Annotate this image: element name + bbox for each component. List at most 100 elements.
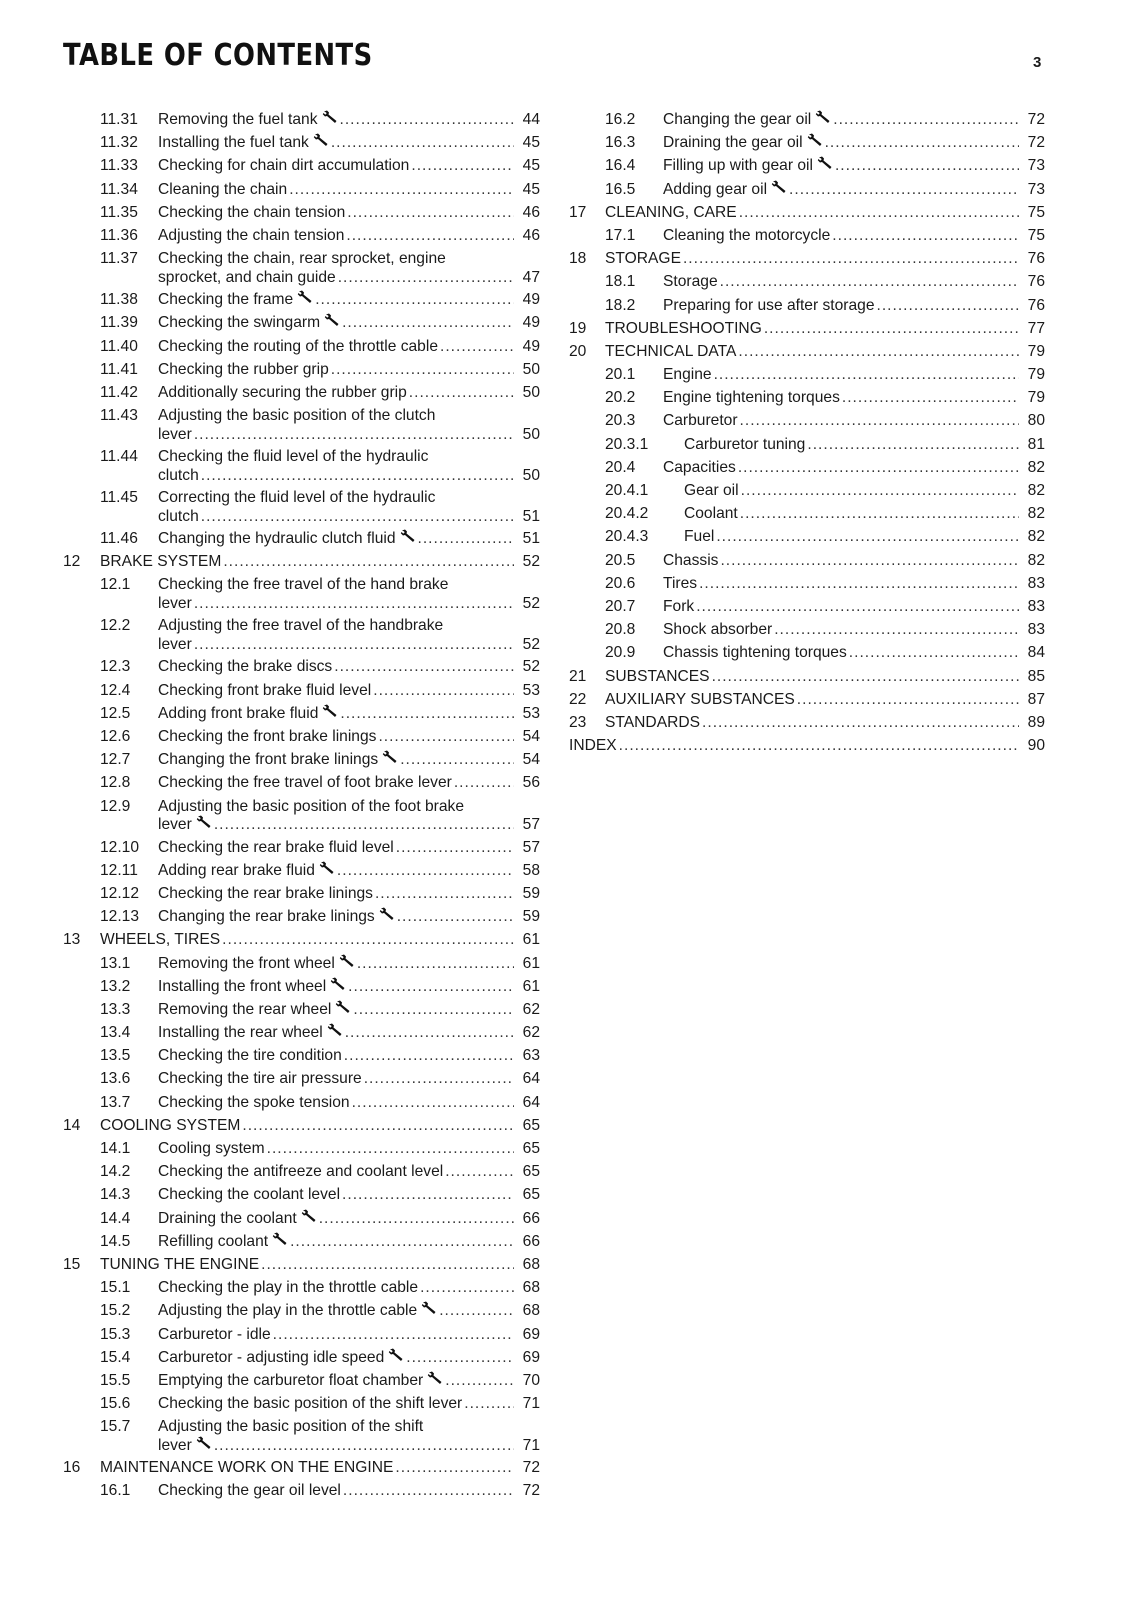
entry-title[interactable]: Draining the gear oil bbox=[663, 134, 803, 152]
toc-entry[interactable]: 12.4 Checking front brake fluid level 53 bbox=[63, 679, 540, 702]
entry-title[interactable]: Checking the coolant level bbox=[158, 1186, 341, 1204]
toc-entry[interactable]: 14.1 Cooling system 65 bbox=[63, 1137, 540, 1160]
entry-page-number[interactable]: 50 bbox=[522, 466, 540, 484]
toc-entry[interactable]: 16.3 Draining the gear oil 72 bbox=[569, 131, 1045, 154]
toc-entry[interactable]: 18 STORAGE 76 bbox=[569, 247, 1045, 270]
toc-entry-continuation[interactable]: lever 52 bbox=[63, 635, 540, 656]
entry-page-number[interactable]: 73 bbox=[1027, 180, 1045, 198]
entry-page-number[interactable]: 52 bbox=[522, 635, 540, 653]
toc-entry[interactable]: 15.5 Emptying the carburetor float chambe… bbox=[63, 1369, 540, 1392]
entry-page-number[interactable]: 59 bbox=[522, 908, 540, 926]
entry-page-number[interactable]: 87 bbox=[1027, 690, 1045, 708]
entry-title[interactable]: Storage bbox=[663, 273, 718, 291]
entry-title[interactable]: Checking the tire air pressure bbox=[158, 1070, 362, 1088]
entry-title[interactable]: Coolant bbox=[684, 505, 738, 523]
toc-entry[interactable]: 12.9 Adjusting the basic position of the … bbox=[63, 795, 540, 816]
entry-page-number[interactable]: 85 bbox=[1027, 667, 1045, 685]
entry-title[interactable]: Checking the chain, rear sprocket, engin… bbox=[158, 250, 446, 268]
entry-title[interactable]: Fork bbox=[663, 597, 695, 615]
entry-page-number[interactable]: 50 bbox=[522, 425, 540, 443]
entry-title[interactable]: COOLING SYSTEM bbox=[100, 1116, 241, 1134]
toc-entry[interactable]: 16.5 Adding gear oil 73 bbox=[569, 178, 1045, 201]
toc-entry[interactable]: 13.7 Checking the spoke tension 64 bbox=[63, 1091, 540, 1114]
toc-entry[interactable]: INDEX 90 bbox=[569, 734, 1045, 757]
entry-title[interactable]: Checking the chain tension bbox=[158, 203, 346, 221]
entry-page-number[interactable]: 79 bbox=[1027, 389, 1045, 407]
entry-title[interactable]: Cooling system bbox=[158, 1140, 265, 1157]
toc-entry-continuation[interactable]: clutch 51 bbox=[63, 507, 540, 528]
entry-title[interactable]: Checking the basic position of the shift… bbox=[158, 1395, 463, 1413]
toc-entry[interactable]: 11.36 Adjusting the chain tension 46 bbox=[63, 224, 540, 247]
entry-page-number[interactable]: 82 bbox=[1027, 551, 1045, 569]
entry-title[interactable]: AUXILIARY SUBSTANCES bbox=[605, 690, 795, 708]
entry-title[interactable]: clutch bbox=[158, 466, 199, 484]
entry-title[interactable]: Adjusting the chain tension bbox=[158, 226, 345, 244]
entry-title[interactable]: Tires bbox=[663, 574, 698, 592]
entry-title[interactable]: Installing the fuel tank bbox=[158, 134, 309, 152]
entry-page-number[interactable]: 49 bbox=[522, 337, 540, 355]
toc-entry[interactable]: 13.4 Installing the rear wheel 62 bbox=[63, 1021, 540, 1044]
toc-entry[interactable]: 15.2 Adjusting the play in the throttle c… bbox=[63, 1299, 540, 1322]
toc-entry[interactable]: 20.9 Chassis tightening torques 84 bbox=[569, 641, 1045, 664]
entry-page-number[interactable]: 66 bbox=[522, 1232, 540, 1250]
entry-page-number[interactable]: 65 bbox=[522, 1116, 540, 1134]
toc-entry[interactable]: 18.1 Storage 76 bbox=[569, 270, 1045, 293]
toc-entry[interactable]: 20.3 Carburetor 80 bbox=[569, 409, 1045, 432]
entry-page-number[interactable]: 51 bbox=[522, 507, 540, 525]
toc-entry[interactable]: 20.4.2 Coolant 82 bbox=[569, 502, 1045, 525]
entry-page-number[interactable]: 57 bbox=[522, 816, 540, 834]
entry-page-number[interactable]: 63 bbox=[522, 1047, 540, 1065]
entry-page-number[interactable]: 64 bbox=[522, 1070, 540, 1088]
toc-entry[interactable]: 12.10 Checking the rear brake fluid level… bbox=[63, 836, 540, 859]
entry-page-number[interactable]: 64 bbox=[522, 1093, 540, 1111]
entry-page-number[interactable]: 49 bbox=[522, 314, 540, 332]
entry-page-number[interactable]: 72 bbox=[522, 1459, 540, 1477]
entry-page-number[interactable]: 53 bbox=[522, 704, 540, 722]
entry-page-number[interactable]: 81 bbox=[1027, 435, 1045, 453]
toc-entry[interactable]: 15 TUNING THE ENGINE 68 bbox=[63, 1253, 540, 1276]
toc-entry[interactable]: 20.7 Fork 83 bbox=[569, 595, 1045, 618]
entry-page-number[interactable]: 77 bbox=[1027, 319, 1045, 337]
toc-entry[interactable]: 11.35 Checking the chain tension 46 bbox=[63, 201, 540, 224]
toc-entry[interactable]: 16.1 Checking the gear oil level 72 bbox=[63, 1479, 540, 1502]
toc-entry[interactable]: 20.3.1 Carburetor tuning 81 bbox=[569, 433, 1045, 456]
entry-page-number[interactable]: 69 bbox=[522, 1325, 540, 1343]
toc-entry[interactable]: 17.1 Cleaning the motorcycle 75 bbox=[569, 224, 1045, 247]
entry-title[interactable]: Checking front brake fluid level bbox=[158, 681, 372, 699]
entry-page-number[interactable]: 71 bbox=[522, 1436, 540, 1454]
entry-title[interactable]: Checking the swingarm bbox=[158, 314, 321, 332]
entry-page-number[interactable]: 82 bbox=[1027, 458, 1045, 476]
entry-page-number[interactable]: 89 bbox=[1027, 713, 1045, 731]
entry-page-number[interactable]: 75 bbox=[1027, 203, 1045, 221]
entry-page-number[interactable]: 62 bbox=[522, 1024, 540, 1042]
entry-title[interactable]: Checking the gear oil level bbox=[158, 1482, 341, 1500]
entry-title[interactable]: Gear oil bbox=[684, 482, 739, 499]
toc-entry[interactable]: 11.39 Checking the swingarm 49 bbox=[63, 311, 540, 334]
entry-title[interactable]: lever bbox=[158, 594, 192, 612]
entry-title[interactable]: Installing the front wheel bbox=[158, 977, 327, 995]
toc-entry[interactable]: 23 STANDARDS 89 bbox=[569, 711, 1045, 734]
entry-page-number[interactable]: 50 bbox=[522, 383, 540, 401]
entry-page-number[interactable]: 79 bbox=[1027, 342, 1045, 360]
entry-title[interactable]: Checking the routing of the throttle cab… bbox=[158, 337, 438, 355]
entry-title[interactable]: lever bbox=[158, 425, 192, 443]
entry-title[interactable]: Filling up with gear oil bbox=[663, 157, 813, 175]
toc-entry-continuation[interactable]: lever 52 bbox=[63, 594, 540, 615]
entry-title[interactable]: TROUBLESHOOTING bbox=[605, 319, 762, 337]
entry-title[interactable]: sprocket, and chain guide bbox=[158, 268, 336, 286]
toc-entry[interactable]: 11.46 Changing the hydraulic clutch fluid… bbox=[63, 527, 540, 550]
entry-title[interactable]: Checking for chain dirt accumulation bbox=[158, 157, 410, 175]
toc-entry[interactable]: 11.44 Checking the fluid level of the hyd… bbox=[63, 445, 540, 466]
toc-entry[interactable]: 20.1 Engine 79 bbox=[569, 363, 1045, 386]
entry-title[interactable]: SUBSTANCES bbox=[605, 667, 710, 685]
toc-entry[interactable]: 12.13 Changing the rear brake linings 59 bbox=[63, 905, 540, 928]
entry-page-number[interactable]: 66 bbox=[522, 1209, 540, 1227]
toc-entry[interactable]: 13.5 Checking the tire condition 63 bbox=[63, 1044, 540, 1067]
entry-title[interactable]: Checking the rear brake linings bbox=[158, 884, 373, 902]
toc-entry[interactable]: 11.34 Cleaning the chain 45 bbox=[63, 178, 540, 201]
entry-title[interactable]: BRAKE SYSTEM bbox=[100, 553, 222, 571]
toc-entry[interactable]: 12.1 Checking the free travel of the hand… bbox=[63, 573, 540, 594]
entry-page-number[interactable]: 47 bbox=[522, 268, 540, 286]
entry-page-number[interactable]: 45 bbox=[522, 180, 540, 198]
entry-page-number[interactable]: 51 bbox=[522, 530, 540, 548]
